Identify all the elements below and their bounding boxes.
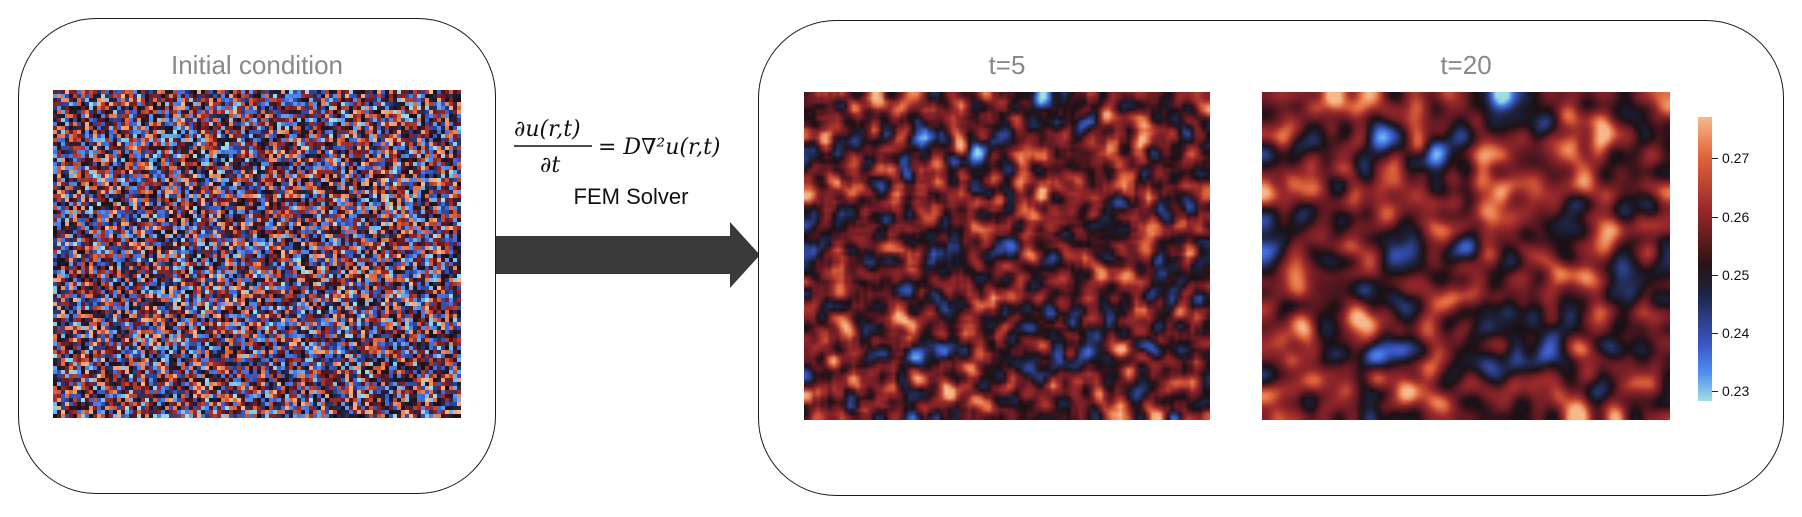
- initial-condition-title: Initial condition: [171, 50, 343, 80]
- colorbar-label: 0.25: [1722, 267, 1750, 283]
- t5-field: [804, 92, 1210, 420]
- process-arrow: [496, 222, 760, 288]
- colorbar-label: 0.27: [1722, 150, 1750, 166]
- t20-field: [1262, 92, 1670, 420]
- colorbar-tick: [1712, 391, 1718, 392]
- t5-title: t=5: [988, 50, 1026, 80]
- t20-title: t=20: [1440, 50, 1492, 80]
- solver-label: FEM Solver: [573, 184, 689, 209]
- colorbar-tick: [1712, 275, 1718, 276]
- colorbar-tick: [1712, 158, 1718, 159]
- equation-lhs-denominator: ∂t: [540, 153, 560, 178]
- colorbar-label: 0.24: [1722, 325, 1750, 341]
- diffusion-equation: ∂u(r,t) ∂t = D∇²u(r,t): [506, 108, 756, 218]
- colorbar: [1698, 117, 1712, 401]
- colorbar-tick: [1712, 333, 1718, 334]
- initial-condition-field: [53, 90, 461, 418]
- colorbar-tick: [1712, 217, 1718, 218]
- colorbar-label: 0.26: [1722, 209, 1750, 225]
- colorbar-label: 0.23: [1722, 383, 1750, 399]
- equation-rhs: = D∇²u(r,t): [598, 135, 721, 160]
- equation-lhs-numerator: ∂u(r,t): [514, 117, 581, 142]
